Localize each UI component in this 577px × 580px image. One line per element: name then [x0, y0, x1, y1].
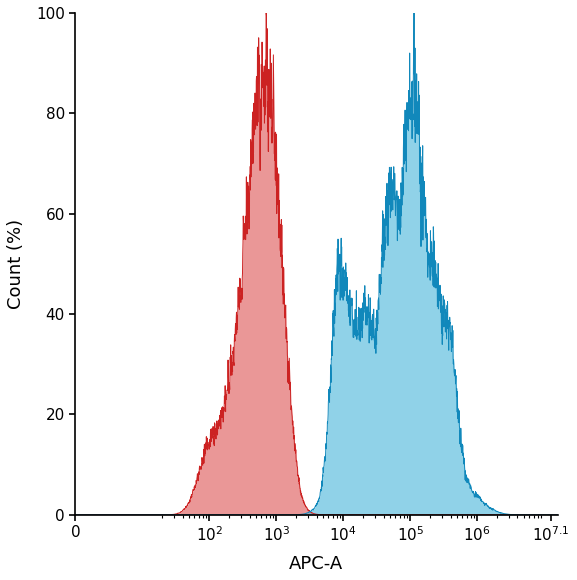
Y-axis label: Count (%): Count (%)	[7, 219, 25, 309]
X-axis label: APC-A: APC-A	[289, 555, 343, 573]
